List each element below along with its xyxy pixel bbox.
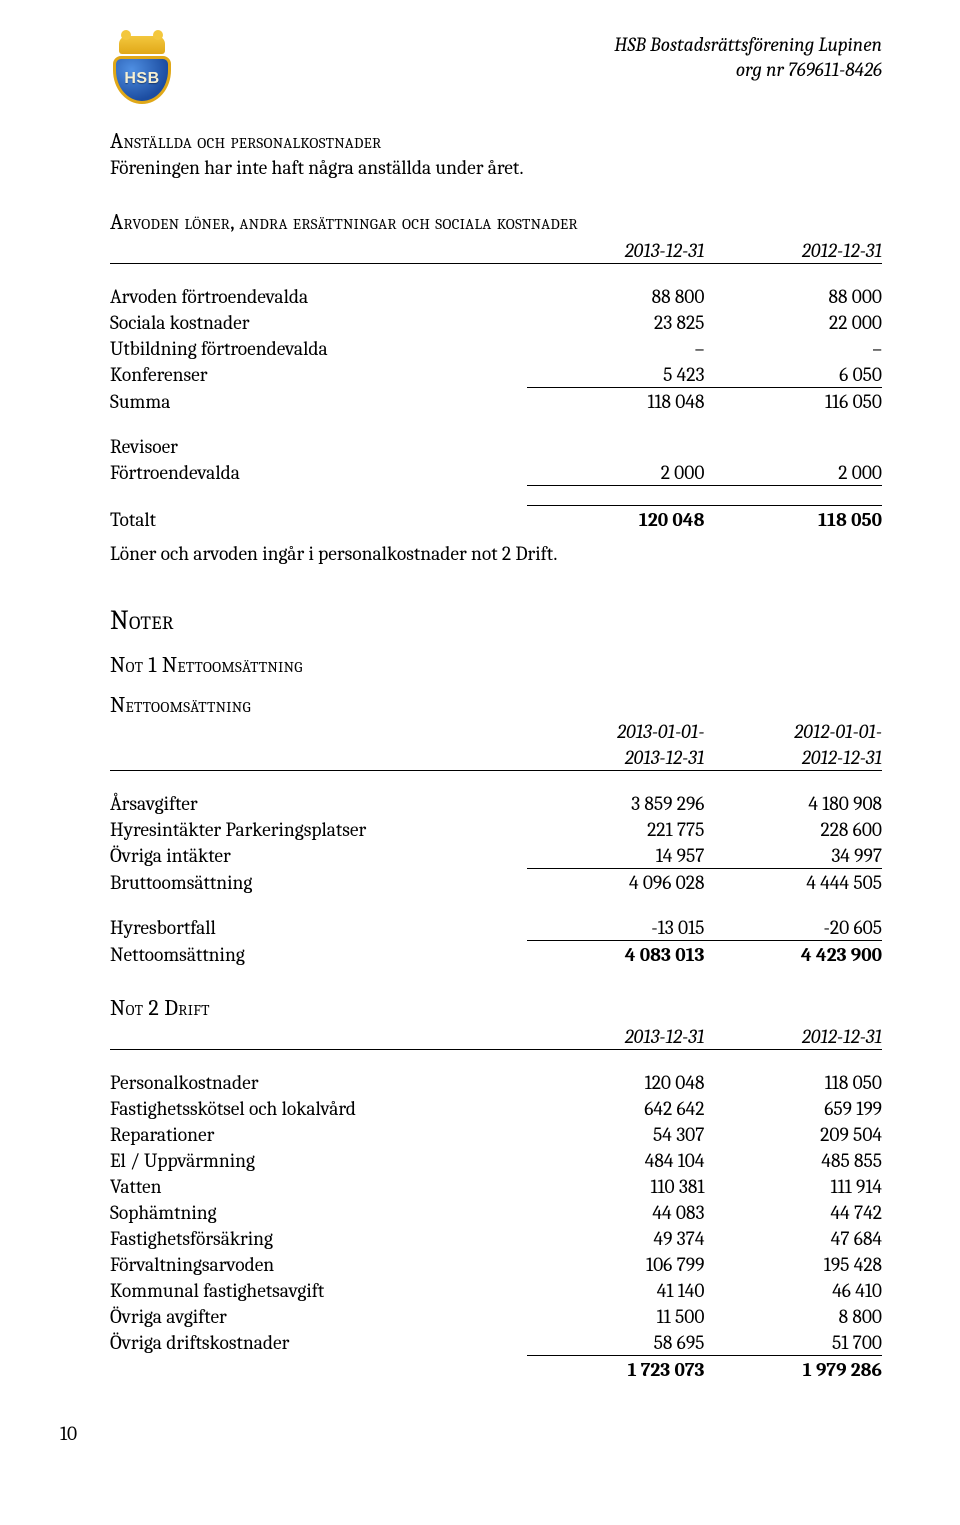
section-anstallda-title: Anställda och personalkostnader — [110, 128, 882, 154]
table-row-brutto: Bruttoomsättning 4 096 028 4 444 505 — [110, 869, 882, 896]
table-row: Hyresbortfall -13 015 -20 605 — [110, 914, 882, 941]
table-row: El / Uppvärmning484 104485 855 — [110, 1147, 882, 1173]
arvoden-footnote: Löner och arvoden ingår i personalkostna… — [110, 542, 882, 565]
table-row: Förvaltningsarvoden106 799195 428 — [110, 1251, 882, 1277]
table-row: Övriga intäkter 14 957 34 997 — [110, 842, 882, 869]
table-row: Fastighetsskötsel och lokalvård642 64265… — [110, 1095, 882, 1121]
section-anstallda-text: Föreningen har inte haft några anställda… — [110, 156, 882, 179]
table-row: Fastighetsförsäkring49 37447 684 — [110, 1225, 882, 1251]
table-row: Kommunal fastighetsavgift41 14046 410 — [110, 1277, 882, 1303]
not1-period1b: 2013-12-31 — [527, 744, 705, 771]
section-arvoden-title: Arvoden löner, andra ersättningar och so… — [110, 209, 882, 235]
table-row: Hyresintäkter Parkeringsplatser 221 775 … — [110, 816, 882, 842]
not2-col1: 2013-12-31 — [527, 1023, 705, 1050]
page-header: HSB HSB Bostadsrättsförening Lupinen org… — [110, 28, 882, 100]
table-row-netto: Nettoomsättning 4 083 013 4 423 900 — [110, 941, 882, 968]
not1-period2b: 2012-12-31 — [704, 744, 882, 771]
table-row-sum: Summa 118 048 116 050 — [110, 388, 882, 415]
section-noter-title: Noter — [110, 605, 882, 636]
table-row: Övriga driftskostnader58 69551 700 — [110, 1329, 882, 1356]
table-row: Arvoden förtroendevalda 88 800 88 000 — [110, 283, 882, 309]
table-row: Utbildning förtroendevalda – – — [110, 335, 882, 361]
table-row-total: 1 723 073 1 979 286 — [110, 1356, 882, 1383]
table-row: Årsavgifter 3 859 296 4 180 908 — [110, 790, 882, 816]
hsb-logo: HSB — [110, 36, 174, 100]
not1-period1a: 2013-01-01- — [527, 718, 705, 744]
table-row: Konferenser 5 423 6 050 — [110, 361, 882, 388]
table-row: Vatten110 381111 914 — [110, 1173, 882, 1199]
table-row: Sophämtning44 08344 742 — [110, 1199, 882, 1225]
not2-col2: 2012-12-31 — [704, 1023, 882, 1050]
not1-subtitle: Nettoomsättning — [110, 692, 882, 718]
org-name: HSB Bostadsrättsförening Lupinen — [614, 32, 882, 57]
arvoden-table: 2013-12-31 2012-12-31 Arvoden förtroende… — [110, 237, 882, 532]
not2-title: Not 2 Drift — [110, 995, 882, 1021]
page-number: 10 — [60, 1422, 882, 1445]
not1-period2a: 2012-01-01- — [704, 718, 882, 744]
table-row: Övriga avgifter11 5008 800 — [110, 1303, 882, 1329]
col-2012: 2012-12-31 — [704, 237, 882, 264]
not1-table: 2013-01-01- 2012-01-01- 2013-12-31 2012-… — [110, 718, 882, 967]
col-2013: 2013-12-31 — [527, 237, 705, 264]
not1-title: Not 1 Nettoomsättning — [110, 652, 882, 678]
table-row-total: Totalt 120 048 118 050 — [110, 506, 882, 533]
logo-text: HSB — [124, 70, 159, 88]
table-row: Personalkostnader120 048118 050 — [110, 1069, 882, 1095]
not2-table: 2013-12-31 2012-12-31 Personalkostnader1… — [110, 1023, 882, 1382]
table-row: Förtroendevalda 2 000 2 000 — [110, 459, 882, 486]
org-header: HSB Bostadsrättsförening Lupinen org nr … — [614, 32, 882, 83]
org-number: org nr 769611-8426 — [614, 57, 882, 82]
table-row: Reparationer54 307209 504 — [110, 1121, 882, 1147]
table-row: Revisoer — [110, 433, 882, 459]
table-row: Sociala kostnader 23 825 22 000 — [110, 309, 882, 335]
